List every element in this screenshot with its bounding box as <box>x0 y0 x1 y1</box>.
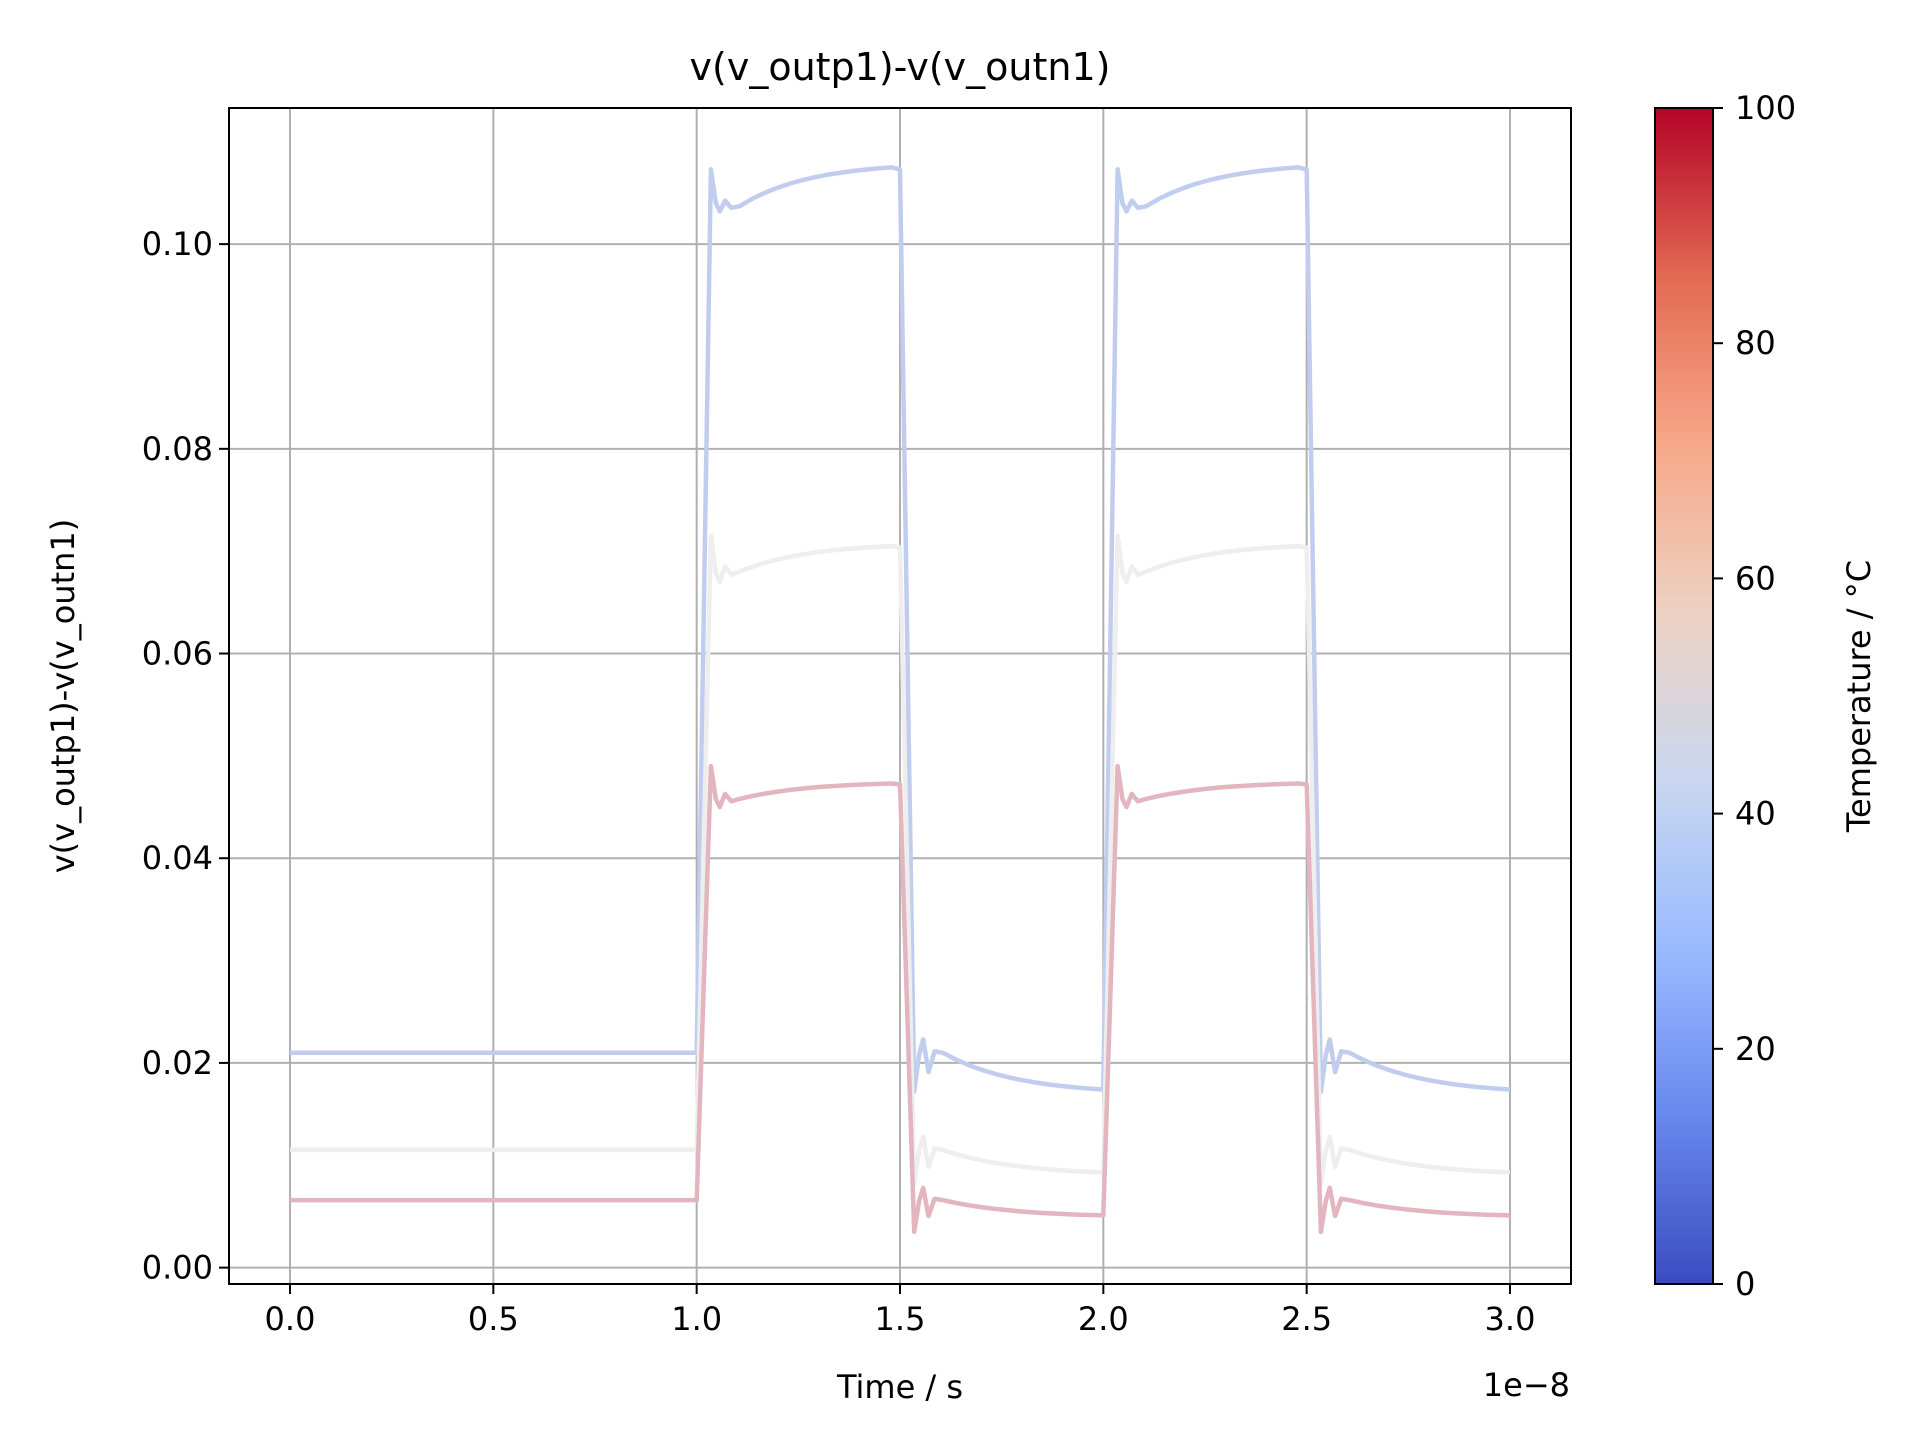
y-tick-label: 0.00 <box>142 1249 213 1287</box>
colorbar: 0 20 40 60 80 100 Temperature / °C <box>1654 89 1878 1303</box>
y-tick-label: 0.04 <box>142 839 213 877</box>
colorbar-tick-label: 0 <box>1735 1265 1755 1303</box>
x-axis: 0.0 0.5 1.0 1.5 2.0 2.5 3.0 <box>265 1284 1536 1338</box>
colorbar-ticks: 0 20 40 60 80 100 <box>1713 89 1796 1303</box>
series-lines <box>290 165 1511 1235</box>
colorbar-tick-label: 80 <box>1735 324 1776 362</box>
series-line <box>290 763 1511 1235</box>
x-tick-label: 1.0 <box>671 1300 722 1338</box>
colorbar-gradient <box>1655 108 1713 1284</box>
x-tick-label: 2.0 <box>1078 1300 1129 1338</box>
colorbar-frame <box>1654 107 1714 1285</box>
y-tick-label: 0.08 <box>142 430 213 468</box>
x-offset-text: 1e−8 <box>1483 1366 1570 1404</box>
series-line <box>290 165 1511 1094</box>
y-tick-label: 0.02 <box>142 1044 213 1082</box>
y-tick-label: 0.06 <box>142 635 213 673</box>
x-axis-label: Time / s <box>836 1368 963 1406</box>
y-axis: 0.00 0.02 0.04 0.06 0.08 0.10 <box>142 225 229 1287</box>
chart-title: v(v_outp1)-v(v_outn1) <box>690 45 1111 89</box>
x-tick-label: 3.0 <box>1485 1300 1536 1338</box>
colorbar-tick-label: 60 <box>1735 559 1776 597</box>
colorbar-tick-label: 40 <box>1735 795 1776 833</box>
x-tick-label: 2.5 <box>1281 1300 1332 1338</box>
x-tick-label: 0.5 <box>468 1300 519 1338</box>
x-tick-label: 0.0 <box>265 1300 316 1338</box>
colorbar-label: Temperature / °C <box>1840 560 1878 833</box>
colorbar-tick-label: 20 <box>1735 1030 1776 1068</box>
plot-area <box>228 107 1572 1285</box>
y-tick-label: 0.10 <box>142 225 213 263</box>
series-line <box>290 533 1511 1186</box>
y-axis-label: v(v_outp1)-v(v_outn1) <box>44 519 82 874</box>
colorbar-tick-label: 100 <box>1735 89 1796 127</box>
grid-lines <box>229 108 1571 1284</box>
x-tick-label: 1.5 <box>875 1300 926 1338</box>
